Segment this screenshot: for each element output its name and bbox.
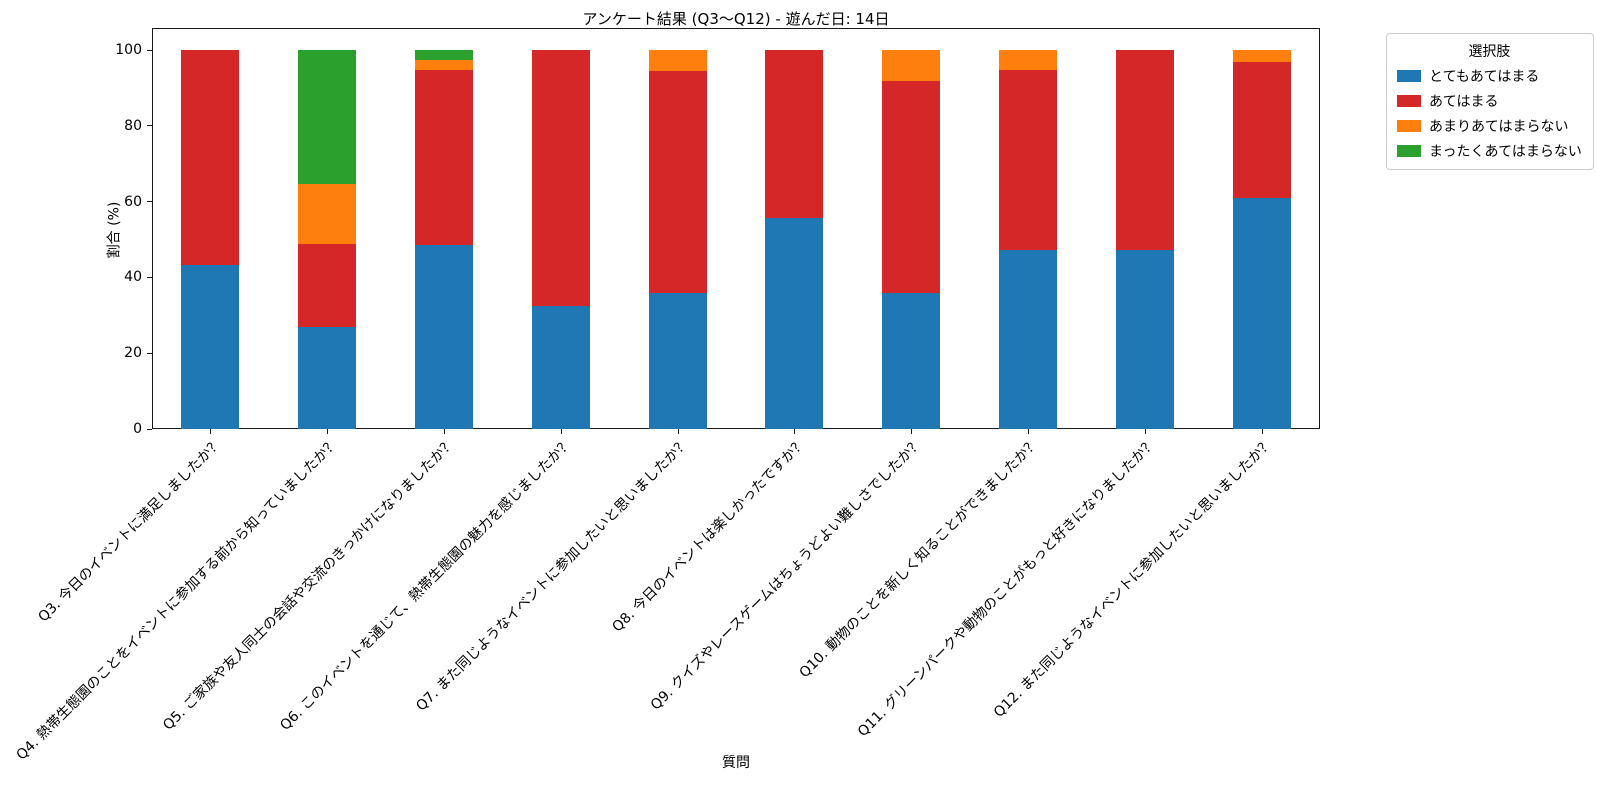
y-tick-mark	[147, 428, 152, 430]
x-tick-label: Q9. クイズやレースゲームはちょうどよい難しさでしたか？	[647, 435, 926, 714]
bar-segment	[298, 326, 357, 429]
y-tick-mark	[147, 125, 152, 127]
bar-segment	[1232, 61, 1291, 198]
legend-label: あてはまる	[1429, 94, 1499, 110]
legend-label: まったくあてはまらない	[1429, 144, 1582, 160]
bar-segment	[648, 50, 707, 72]
legend-item: あまりあてはまらない	[1397, 116, 1582, 136]
bar-segment	[1232, 50, 1291, 62]
legend-item: まったくあてはまらない	[1397, 141, 1582, 161]
bar-segment	[1115, 250, 1174, 429]
bar-segment	[882, 50, 941, 82]
bar-segment	[181, 50, 240, 266]
bar-segment	[999, 70, 1057, 250]
bar-segment	[298, 50, 357, 184]
legend-swatch	[1397, 145, 1421, 157]
y-axis-label: 割合 (%)	[106, 201, 123, 259]
legend-item: とてもあてはまる	[1397, 66, 1582, 86]
legend: 選択肢 とてもあてはまる あてはまるあまりあてはまらない まったくあてはまらない	[1386, 33, 1594, 170]
bar-segment	[648, 292, 707, 429]
y-tick-mark	[147, 201, 152, 203]
x-tick-label: Q7. また同じようなイベントに参加したいと思いましたか？	[413, 435, 693, 715]
y-tick-label: 100	[115, 42, 142, 58]
x-tick-mark	[1028, 429, 1029, 434]
x-tick-mark	[911, 429, 913, 434]
bar-segment	[415, 60, 473, 71]
bar-segment	[531, 50, 590, 307]
x-tick-label: Q3. 今日のイベントに満足しましたか？	[34, 435, 226, 626]
bar-segment	[765, 50, 824, 219]
bar-segment	[882, 81, 941, 293]
bar-segment	[415, 70, 473, 245]
x-tick-label: Q10. 動物のことを新しく知ることができましたか？	[796, 435, 1043, 682]
legend-swatch	[1397, 70, 1421, 82]
legend-label: あまりあてはまらない	[1429, 119, 1569, 135]
legend-label: とてもあてはまる	[1429, 69, 1540, 85]
x-tick-mark	[210, 429, 212, 434]
bar-segment	[415, 244, 473, 429]
x-tick-mark	[794, 429, 796, 434]
bar-segment	[531, 306, 590, 429]
bar-segment	[415, 50, 473, 61]
bar-segment	[765, 218, 824, 429]
bar-segment	[882, 292, 941, 429]
y-tick-label: 80	[124, 117, 142, 134]
x-axis-label: 質問	[722, 755, 750, 771]
y-tick-mark	[147, 49, 152, 51]
y-tick-label: 20	[124, 345, 142, 362]
x-tick-mark	[1144, 429, 1146, 434]
bar-segment	[1115, 50, 1174, 251]
x-tick-label: Q8. 今日のイベントは楽しかったですか？	[609, 435, 810, 636]
bar-segment	[648, 71, 707, 293]
x-tick-mark	[444, 429, 445, 434]
legend-title: 選択肢	[1468, 44, 1511, 60]
y-tick-label: 60	[124, 193, 142, 210]
legend-item: あてはまる	[1397, 91, 1582, 111]
legend-rows: とてもあてはまる あてはまるあまりあてはまらない まったくあてはまらない	[1397, 66, 1582, 161]
x-tick-mark	[1261, 429, 1263, 434]
bar-segment	[298, 243, 357, 327]
y-tick-label: 0	[133, 421, 142, 437]
chart-title: アンケート結果 (Q3〜Q12) - 遊んだ日: 14日	[582, 10, 890, 28]
x-tick-mark	[677, 429, 679, 434]
y-tick-label: 40	[124, 269, 142, 286]
bar-segment	[298, 183, 357, 244]
x-tick-mark	[560, 429, 562, 434]
bar-segment	[1232, 197, 1291, 429]
x-tick-label: Q12. また同じようなイベントに参加したいと思いましたか？	[990, 435, 1277, 721]
bar-segment	[999, 249, 1057, 429]
legend-swatch	[1397, 95, 1421, 107]
legend-swatch	[1397, 120, 1421, 132]
x-tick-mark	[327, 429, 329, 434]
bar-segment	[999, 50, 1057, 71]
y-tick-mark	[147, 352, 152, 354]
bar-segment	[181, 265, 240, 429]
plot-area	[152, 28, 1320, 429]
y-tick-mark	[147, 276, 152, 278]
